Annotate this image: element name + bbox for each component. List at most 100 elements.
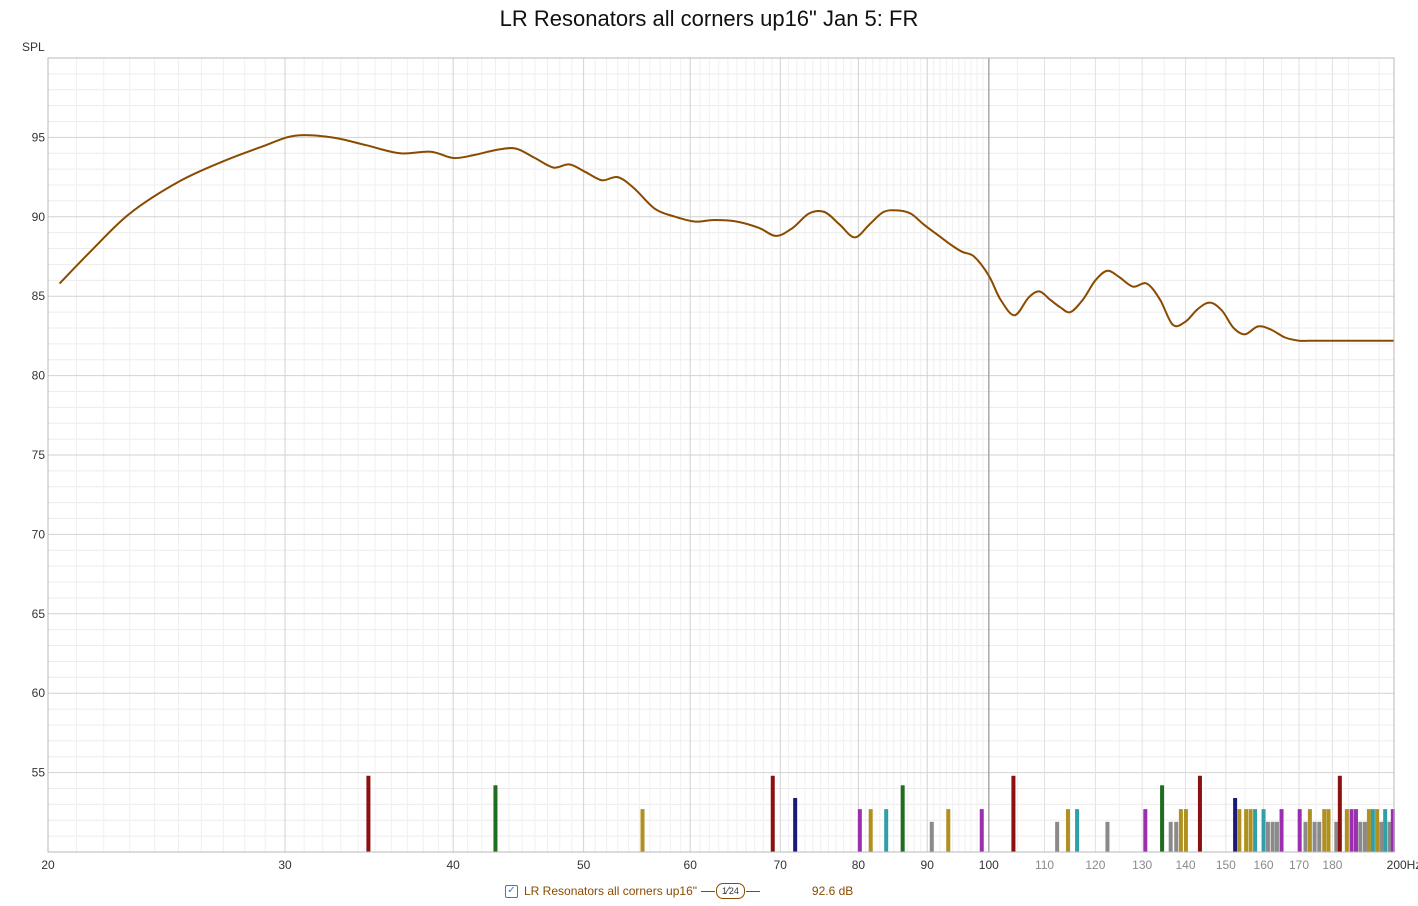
resonance-marker bbox=[1312, 821, 1317, 852]
resonance-marker bbox=[979, 809, 984, 852]
resonance-marker bbox=[1075, 809, 1080, 852]
y-axis-label: SPL bbox=[22, 40, 45, 54]
legend-cursor-value: 92.6 dB bbox=[811, 884, 854, 898]
y-tick-label: 95 bbox=[32, 130, 46, 144]
axes: 55 60 65 70 75 80 85 90 95 20 30 40 50 60 70 80 90 100 110… bbox=[32, 57, 1418, 872]
resonance-marker bbox=[640, 809, 645, 852]
resonance-markers bbox=[366, 775, 1395, 852]
series-lines bbox=[58, 134, 1394, 342]
resonance-marker bbox=[1197, 775, 1202, 852]
x-tick-label: 30 bbox=[278, 858, 292, 872]
resonance-marker bbox=[1160, 785, 1165, 852]
resonance-marker bbox=[1143, 809, 1148, 852]
x-tick-label: 60 bbox=[684, 858, 698, 872]
y-tick-label: 65 bbox=[32, 607, 46, 621]
series-line bbox=[58, 134, 1394, 342]
resonance-marker bbox=[1279, 809, 1284, 852]
x-tick-label: 170 bbox=[1289, 858, 1309, 872]
y-tick-label: 70 bbox=[32, 527, 46, 541]
x-tick-label: 100 bbox=[979, 858, 999, 872]
resonance-marker bbox=[1322, 809, 1327, 852]
resonance-marker bbox=[1383, 809, 1388, 852]
x-tick-label: 70 bbox=[774, 858, 788, 872]
resonance-marker bbox=[1370, 809, 1375, 852]
resonance-marker bbox=[1379, 821, 1384, 852]
y-tick-label: 90 bbox=[32, 210, 46, 224]
x-tick-label: 180 bbox=[1322, 858, 1342, 872]
resonance-marker bbox=[1183, 809, 1188, 852]
resonance-marker bbox=[1303, 821, 1308, 852]
resonance-marker bbox=[1390, 809, 1395, 852]
legend-line-swatch bbox=[745, 890, 760, 892]
x-tick-label: 140 bbox=[1175, 858, 1195, 872]
x-tick-label: 40 bbox=[447, 858, 461, 872]
smoothing-numerator: 1 bbox=[722, 886, 728, 896]
x-tick-label: 80 bbox=[852, 858, 866, 872]
x-tick-label: 20 bbox=[41, 858, 55, 872]
resonance-marker bbox=[1317, 821, 1322, 852]
resonance-marker bbox=[1174, 821, 1179, 852]
resonance-marker bbox=[1105, 821, 1110, 852]
resonance-marker bbox=[1353, 809, 1358, 852]
resonance-marker bbox=[493, 785, 498, 852]
resonance-marker bbox=[1375, 809, 1380, 852]
x-tick-label: 160 bbox=[1254, 858, 1274, 872]
legend: ✓ LR Resonators all corners up16" 1 ⁄ 24 9… bbox=[505, 882, 853, 900]
resonance-marker bbox=[1233, 798, 1238, 852]
legend-line-swatch bbox=[701, 890, 716, 892]
resonance-marker bbox=[1344, 809, 1349, 852]
resonance-marker bbox=[1253, 809, 1258, 852]
x-tick-label: 130 bbox=[1132, 858, 1152, 872]
resonance-marker bbox=[1055, 821, 1060, 852]
resonance-marker bbox=[884, 809, 889, 852]
x-tick-label: 90 bbox=[921, 858, 935, 872]
resonance-marker bbox=[1261, 809, 1266, 852]
resonance-marker bbox=[1358, 821, 1363, 852]
resonance-marker bbox=[1248, 809, 1253, 852]
resonance-marker bbox=[929, 821, 934, 852]
smoothing-badge[interactable]: 1 ⁄ 24 bbox=[716, 883, 745, 899]
y-tick-label: 85 bbox=[32, 289, 46, 303]
x-tick-label: 50 bbox=[577, 858, 591, 872]
resonance-marker bbox=[1244, 809, 1249, 852]
resonance-marker bbox=[857, 809, 862, 852]
smoothing-denominator: 24 bbox=[728, 886, 739, 896]
resonance-marker bbox=[1307, 809, 1312, 852]
resonance-marker bbox=[1387, 821, 1392, 852]
resonance-marker bbox=[1326, 809, 1331, 852]
resonance-marker bbox=[900, 785, 905, 852]
resonance-marker bbox=[1065, 809, 1070, 852]
y-tick-label: 55 bbox=[32, 766, 46, 780]
resonance-marker bbox=[1334, 821, 1339, 852]
x-tick-label: 150 bbox=[1216, 858, 1236, 872]
y-tick-label: 60 bbox=[32, 686, 46, 700]
resonance-marker bbox=[1237, 809, 1242, 852]
x-tick-label: 110 bbox=[1035, 858, 1054, 872]
resonance-marker bbox=[1297, 809, 1302, 852]
resonance-marker bbox=[1337, 775, 1342, 852]
resonance-marker bbox=[1362, 821, 1367, 852]
resonance-marker bbox=[1011, 775, 1016, 852]
resonance-marker bbox=[1270, 821, 1275, 852]
legend-series-label[interactable]: LR Resonators all corners up16" bbox=[524, 884, 698, 898]
y-tick-label: 75 bbox=[32, 448, 46, 462]
resonance-marker bbox=[868, 809, 873, 852]
resonance-marker bbox=[946, 809, 951, 852]
x-tick-label: 200Hz bbox=[1387, 858, 1418, 872]
y-tick-label: 80 bbox=[32, 369, 46, 383]
grid bbox=[48, 58, 1394, 852]
resonance-marker bbox=[1168, 821, 1173, 852]
resonance-marker bbox=[366, 775, 371, 852]
resonance-marker bbox=[1349, 809, 1354, 852]
resonance-marker bbox=[1178, 809, 1183, 852]
resonance-marker bbox=[1265, 821, 1270, 852]
resonance-marker bbox=[793, 798, 798, 852]
resonance-marker bbox=[770, 775, 775, 852]
x-tick-label: 120 bbox=[1085, 858, 1105, 872]
resonance-marker bbox=[1274, 821, 1279, 852]
resonance-marker bbox=[1366, 809, 1371, 852]
chart-title: LR Resonators all corners up16" Jan 5: F… bbox=[499, 6, 919, 31]
plot-frame bbox=[47, 57, 1395, 853]
legend-checkbox[interactable]: ✓ bbox=[505, 884, 518, 898]
